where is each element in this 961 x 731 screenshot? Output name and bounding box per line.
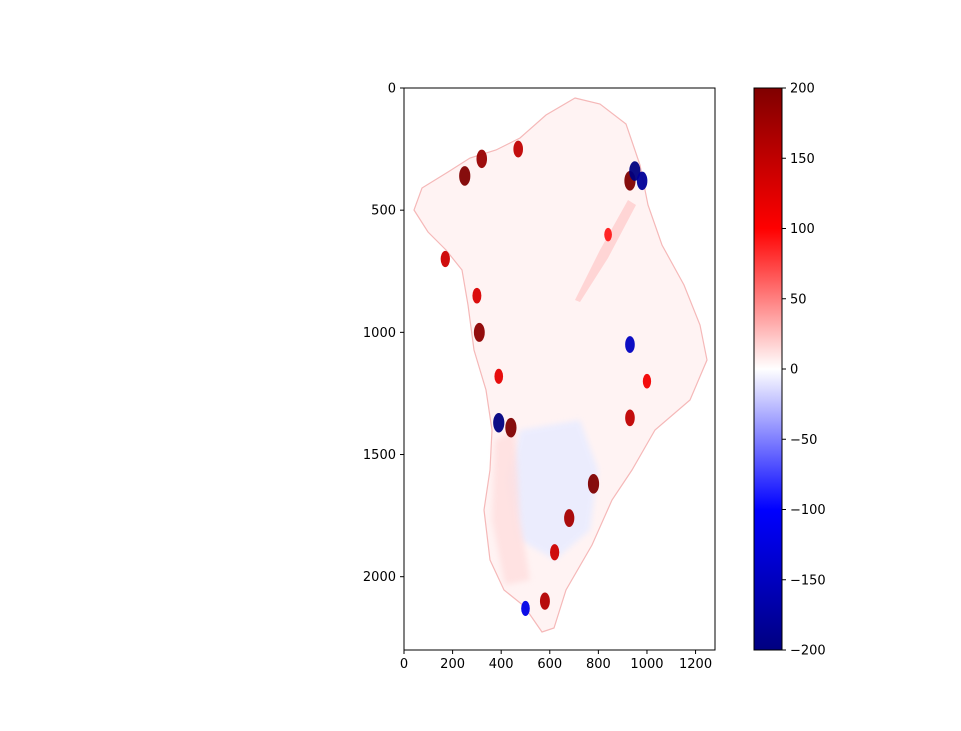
- hotspot-mark: [604, 227, 612, 242]
- colorbar-tick-label: −50: [790, 433, 817, 448]
- interior-blue-tint: [508, 420, 598, 560]
- y-axis: 0 500 1000 1500 2000: [363, 82, 404, 585]
- hotspot-mark: [629, 161, 641, 181]
- colorbar-axis: 200 150 100 50 0 −50 −100 −150 −200: [782, 82, 826, 659]
- x-axis: 0 200 400 600 800 1000 1200: [400, 650, 712, 672]
- hotspot-mark: [587, 474, 600, 494]
- hotspot-mark: [459, 166, 471, 186]
- hotspot-mark: [473, 322, 485, 342]
- ice-stream-streak: [575, 200, 636, 302]
- ice-sheet-body: [413, 97, 708, 633]
- hotspot-mark: [642, 373, 652, 389]
- colorbar-tick-label: −200: [790, 644, 826, 659]
- y-tick-label: 1000: [363, 326, 396, 341]
- colorbar-gradient: [754, 88, 782, 650]
- hotspot-mark: [521, 600, 530, 617]
- x-tick-label: 600: [537, 657, 562, 672]
- hotspot-mark: [494, 368, 504, 384]
- hotspot-mark: [625, 336, 635, 353]
- hotspot-mark: [636, 171, 648, 191]
- x-tick-label: 1000: [630, 657, 663, 672]
- x-tick-label: 1200: [679, 657, 712, 672]
- colorbar-tick-label: 200: [790, 82, 815, 97]
- interior-red-tint: [492, 430, 530, 585]
- colorbar-tick-label: 100: [790, 222, 815, 237]
- hotspot-mark: [539, 592, 550, 610]
- hotspot-mark: [505, 417, 517, 438]
- x-tick-label: 0: [400, 657, 408, 672]
- colorbar-tick-label: −150: [790, 573, 826, 588]
- hotspot-layer: [440, 140, 652, 617]
- plot-frame: [403, 87, 716, 651]
- colorbar-tick-label: −100: [790, 503, 826, 518]
- hotspot-mark: [513, 140, 523, 158]
- y-tick-label: 1500: [363, 448, 396, 463]
- colorbar-tick-label: 50: [790, 292, 807, 307]
- colorbar-tick-label: 150: [790, 152, 815, 167]
- y-tick-label: 0: [388, 82, 396, 97]
- heatmap-plot: 0 200 400 600 800 1000 1200 0 500 1000 1500 2000: [363, 82, 716, 672]
- hotspot-mark: [472, 287, 482, 304]
- colorbar: 200 150 100 50 0 −50 −100 −150 −200: [753, 82, 826, 659]
- y-tick-label: 2000: [363, 570, 396, 585]
- heatmap-image: [413, 97, 708, 633]
- x-tick-label: 800: [586, 657, 611, 672]
- y-tick-label: 500: [371, 204, 396, 219]
- hotspot-mark: [493, 412, 505, 433]
- hotspot-mark: [564, 509, 575, 528]
- x-tick-label: 200: [440, 657, 465, 672]
- hotspot-mark: [476, 149, 488, 169]
- hotspot-mark: [550, 544, 560, 561]
- x-tick-label: 400: [489, 657, 514, 672]
- hotspot-mark: [440, 250, 450, 268]
- colorbar-tick-label: 0: [790, 363, 798, 378]
- hotspot-mark: [625, 409, 635, 427]
